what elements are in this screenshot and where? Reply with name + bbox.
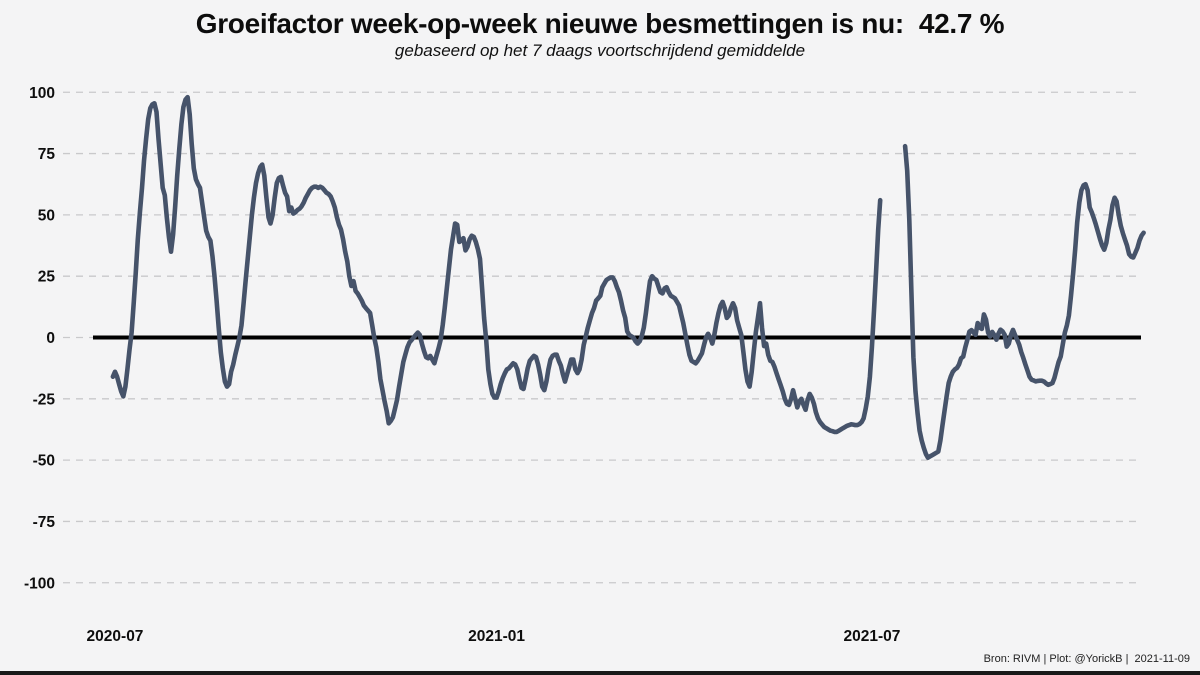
bottom-border — [0, 671, 1200, 675]
y-tick-label: -100 — [24, 575, 55, 592]
x-tick-label: 2021-01 — [468, 628, 525, 645]
y-tick-label: -25 — [33, 391, 56, 408]
y-tick-label: 75 — [38, 146, 56, 163]
chart-subtitle: gebaseerd op het 7 daags voortschrijdend… — [394, 41, 806, 60]
credit-text: Bron: RIVM | Plot: @YorickB | 2021-11-09 — [983, 653, 1190, 665]
x-tick-label: 2021-07 — [843, 628, 900, 645]
y-tick-label: 100 — [29, 85, 55, 102]
chart-title: Groeifactor week-op-week nieuwe besmetti… — [195, 8, 1005, 39]
growth-factor-line-segment — [110, 94, 883, 435]
y-tick-label: -75 — [33, 514, 56, 531]
y-tick-label: -50 — [33, 453, 55, 470]
y-tick-label: 0 — [46, 330, 55, 347]
x-tick-label: 2020-07 — [87, 628, 144, 645]
y-tick-label: 50 — [38, 207, 55, 224]
y-tick-label: 25 — [38, 269, 56, 286]
growth-factor-line-segment — [902, 143, 1146, 460]
